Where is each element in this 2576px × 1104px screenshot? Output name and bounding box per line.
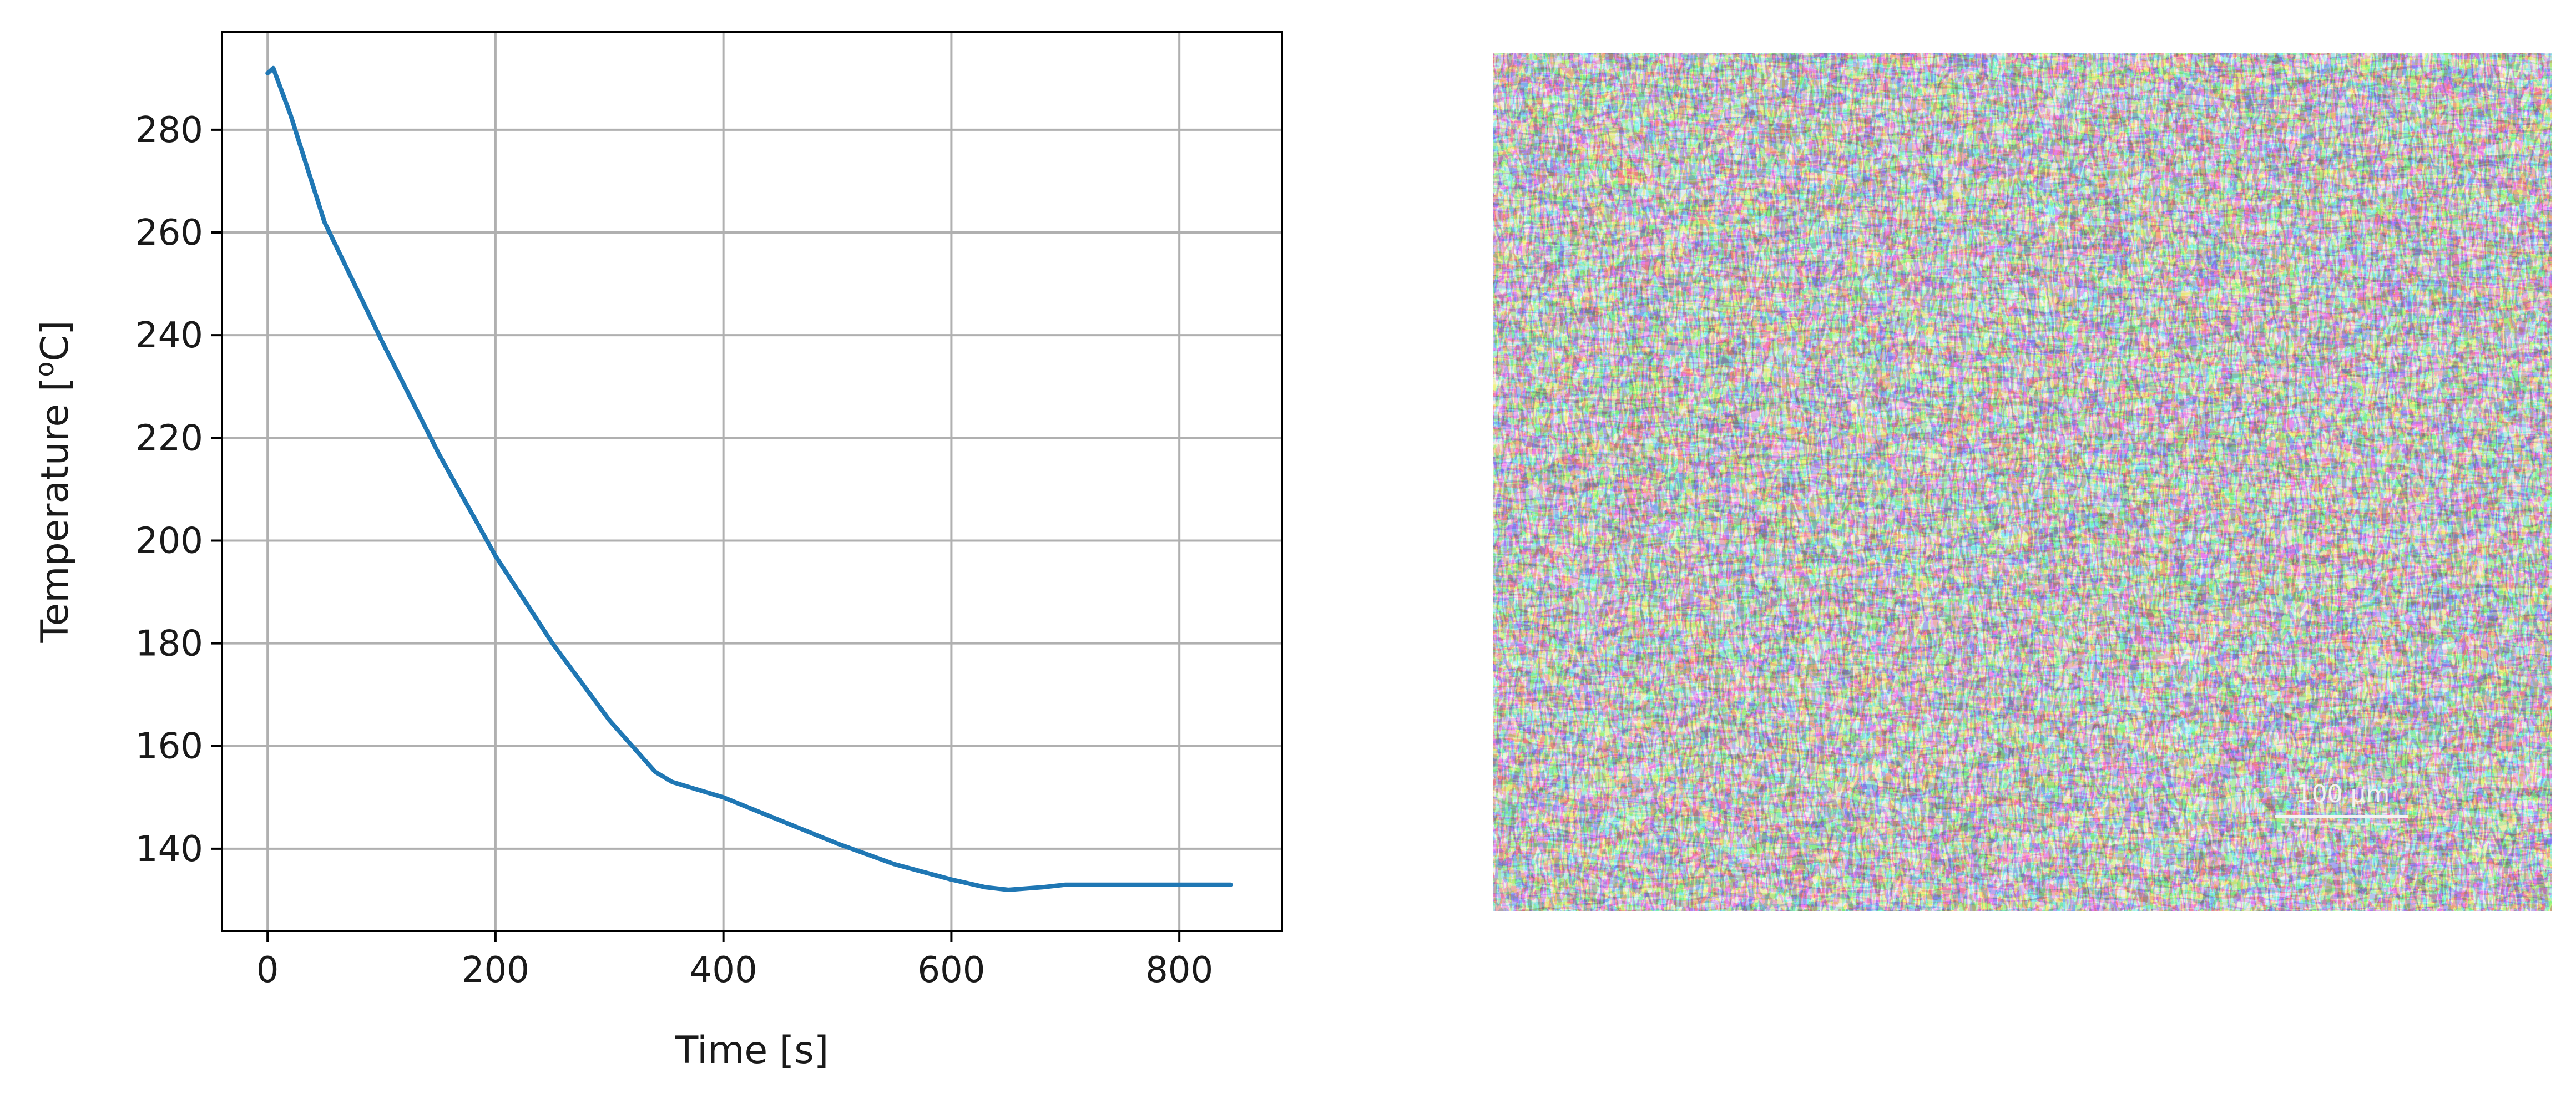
y-tick-label-140: 140 [135,829,203,870]
micrograph-image: 100 μm [1493,53,2552,911]
y-tick-label-220: 220 [135,418,203,459]
y-tick-label-200: 200 [135,520,203,561]
x-tick-label-400: 400 [690,950,757,991]
y-tick-label-160: 160 [135,726,203,767]
grid [222,32,1282,931]
y-axis-label: Temperature [oC] [29,320,77,643]
x-axis-label: Time [s] [675,1029,829,1072]
y-axis-label-superscript: o [29,361,59,377]
y-tick-label-240: 240 [135,315,203,356]
x-tick-label-0: 0 [256,950,279,991]
x-axis-ticks: 0 200 400 600 800 [256,931,1213,991]
plot-frame [221,31,1283,932]
y-axis-label-main: Temperature [ [33,377,77,644]
micrograph-overlay [1493,53,2552,911]
x-tick-label-800: 800 [1145,950,1213,991]
y-tick-label-180: 180 [135,624,203,665]
y-axis-label-unit: C] [33,320,77,361]
y-axis-ticks: 140 160 180 200 220 240 260 280 [135,110,222,870]
series-line-temperature [265,65,1233,892]
plot-area [222,32,1282,931]
scale-bar-label: 100 μm [2296,780,2390,808]
scale-bar: 100 μm [2275,780,2408,826]
y-tick-label-280: 280 [135,110,203,151]
temperature-time-chart: 0 200 400 600 800 140 160 180 200 220 240 260 280 T… [29,31,1283,1072]
x-tick-label-200: 200 [462,950,529,991]
y-axis-label-group: Temperature [oC] [29,320,77,643]
y-tick-label-260: 260 [135,212,203,254]
x-tick-label-600: 600 [917,950,985,991]
